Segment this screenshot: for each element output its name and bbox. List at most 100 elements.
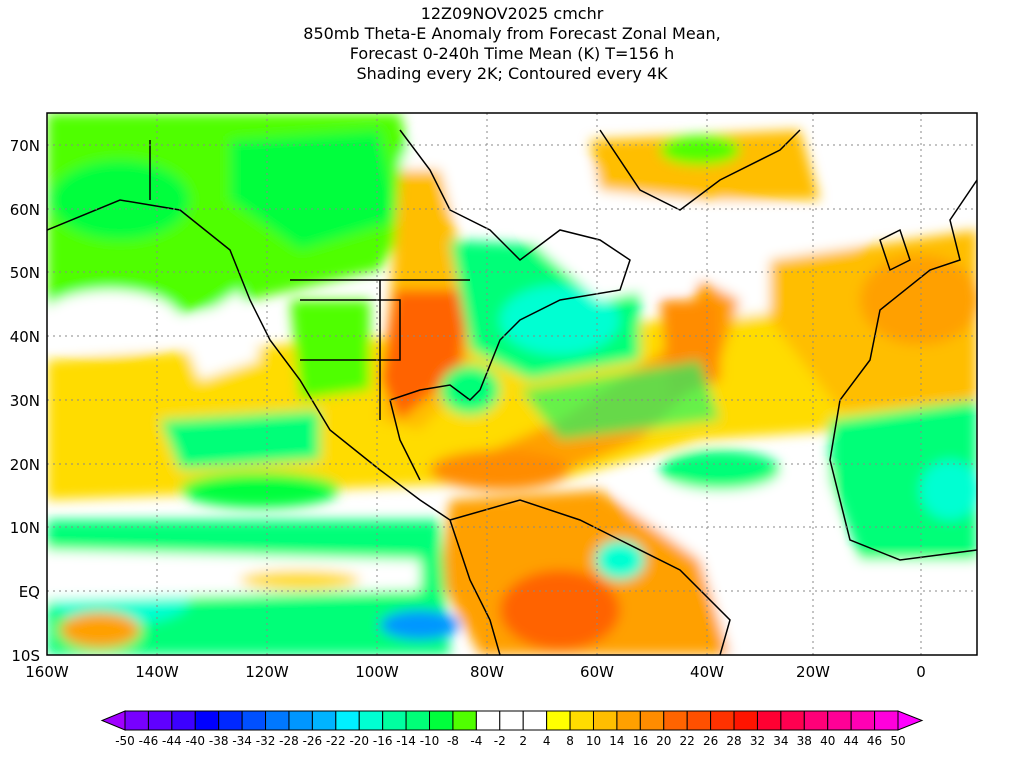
colorbar-left-arrow <box>100 710 126 731</box>
colorbar-label: 28 <box>726 734 741 748</box>
lat-label: 10S <box>11 647 40 665</box>
lat-label: 10N <box>10 519 40 537</box>
colorbar-label: -22 <box>326 734 346 748</box>
colorbar-label: -2 <box>494 734 506 748</box>
lon-label: 140W <box>135 663 179 681</box>
colorbar-box <box>405 710 431 731</box>
plot-frame <box>46 112 978 656</box>
colorbar-box <box>382 710 407 731</box>
colorbar-box <box>499 710 524 731</box>
shaded-field <box>47 113 977 655</box>
lon-label: 40W <box>690 663 724 681</box>
colorbar-label: -50 <box>115 734 135 748</box>
colorbar-label: -26 <box>303 734 323 748</box>
coastlines <box>47 129 977 655</box>
colorbar-label: 32 <box>750 734 765 748</box>
colorbar-box <box>522 710 548 731</box>
colorbar-label: -14 <box>396 734 416 748</box>
title-line-1: 12Z09NOV2025 cmchr <box>420 4 604 23</box>
colorbar-label: 34 <box>773 734 788 748</box>
colorbar-box <box>733 710 758 731</box>
colorbar-box <box>452 710 477 731</box>
lon-label: 80W <box>470 663 504 681</box>
colorbar-label: 26 <box>703 734 718 748</box>
lat-label: 70N <box>10 137 40 155</box>
colorbar-label: 8 <box>566 734 574 748</box>
colorbar-label: 10 <box>586 734 601 748</box>
colorbar-box <box>546 710 571 731</box>
colorbar-box <box>335 710 360 731</box>
colorbar-box <box>710 710 735 731</box>
colorbar-label: -32 <box>256 734 276 748</box>
title-line-4: Shading every 2K; Contoured every 4K <box>356 64 668 83</box>
colorbar-box <box>780 710 805 731</box>
colorbar-box <box>241 710 267 731</box>
colorbar-label: -16 <box>373 734 393 748</box>
colorbar-box <box>616 710 641 731</box>
colorbar-label: 16 <box>633 734 648 748</box>
lat-lon-grid <box>47 113 977 655</box>
colorbar-box <box>171 710 196 731</box>
lon-label: 100W <box>355 663 399 681</box>
lat-label: EQ <box>19 583 40 601</box>
colorbar-label: -40 <box>185 734 205 748</box>
colorbar-box <box>803 710 829 731</box>
title-line-2: 850mb Theta-E Anomaly from Forecast Zona… <box>303 24 721 43</box>
colorbar-label: 14 <box>609 734 624 748</box>
colorbar-box <box>475 710 501 731</box>
lat-label: 20N <box>10 456 40 474</box>
colorbar-box <box>358 710 384 731</box>
lat-label: 40N <box>10 328 40 346</box>
lon-label: 0 <box>916 663 926 681</box>
title-line-3: Forecast 0-240h Time Mean (K) T=156 h <box>349 44 675 63</box>
colorbar-box <box>288 710 313 731</box>
colorbar-box <box>194 710 220 731</box>
lat-label: 30N <box>10 392 40 410</box>
lon-label: 160W <box>25 663 69 681</box>
colorbar-label: -8 <box>447 734 459 748</box>
colorbar: -50 -46 -44 -40 -38 -34 -32 -28 -26 -22 -20 -16 -14-… <box>100 710 924 748</box>
colorbar-box <box>827 710 852 731</box>
colorbar-label: -4 <box>470 734 482 748</box>
colorbar-box <box>311 710 337 731</box>
colorbar-box <box>124 710 149 731</box>
colorbar-box <box>686 710 712 731</box>
lat-label: 50N <box>10 264 40 282</box>
colorbar-box <box>850 710 876 731</box>
colorbar-label: 46 <box>867 734 882 748</box>
colorbar-label: -46 <box>139 734 159 748</box>
lon-axis: 160W 140W 120W 100W 80W 60W 40W 20W 0 <box>25 663 926 681</box>
colorbar-label: -28 <box>279 734 299 748</box>
colorbar-label: 2 <box>519 734 527 748</box>
colorbar-box <box>592 710 618 731</box>
colorbar-label: -10 <box>420 734 440 748</box>
colorbar-label: -44 <box>162 734 182 748</box>
colorbar-right-arrow <box>897 710 924 731</box>
lat-axis: 70N 60N 50N 40N 30N 20N 10N EQ 10S <box>10 137 40 665</box>
colorbar-label: 40 <box>820 734 835 748</box>
colorbar-box <box>147 710 173 731</box>
colorbar-box <box>639 710 665 731</box>
colorbar-label: 38 <box>797 734 812 748</box>
colorbar-box <box>874 710 899 731</box>
colorbar-label: 4 <box>543 734 551 748</box>
colorbar-label: 50 <box>890 734 905 748</box>
colorbar-box <box>218 710 243 731</box>
lon-label: 60W <box>580 663 614 681</box>
colorbar-label: 20 <box>656 734 671 748</box>
colorbar-label: -20 <box>349 734 369 748</box>
colorbar-label: -34 <box>232 734 252 748</box>
colorbar-label: -38 <box>209 734 229 748</box>
lon-label: 20W <box>796 663 830 681</box>
colorbar-label: 44 <box>844 734 859 748</box>
colorbar-box <box>663 710 688 731</box>
colorbar-label: 22 <box>680 734 695 748</box>
colorbar-box <box>429 710 454 731</box>
lat-label: 60N <box>10 201 40 219</box>
lon-label: 120W <box>245 663 289 681</box>
colorbar-box <box>569 710 594 731</box>
colorbar-box <box>265 710 290 731</box>
colorbar-box <box>756 710 782 731</box>
